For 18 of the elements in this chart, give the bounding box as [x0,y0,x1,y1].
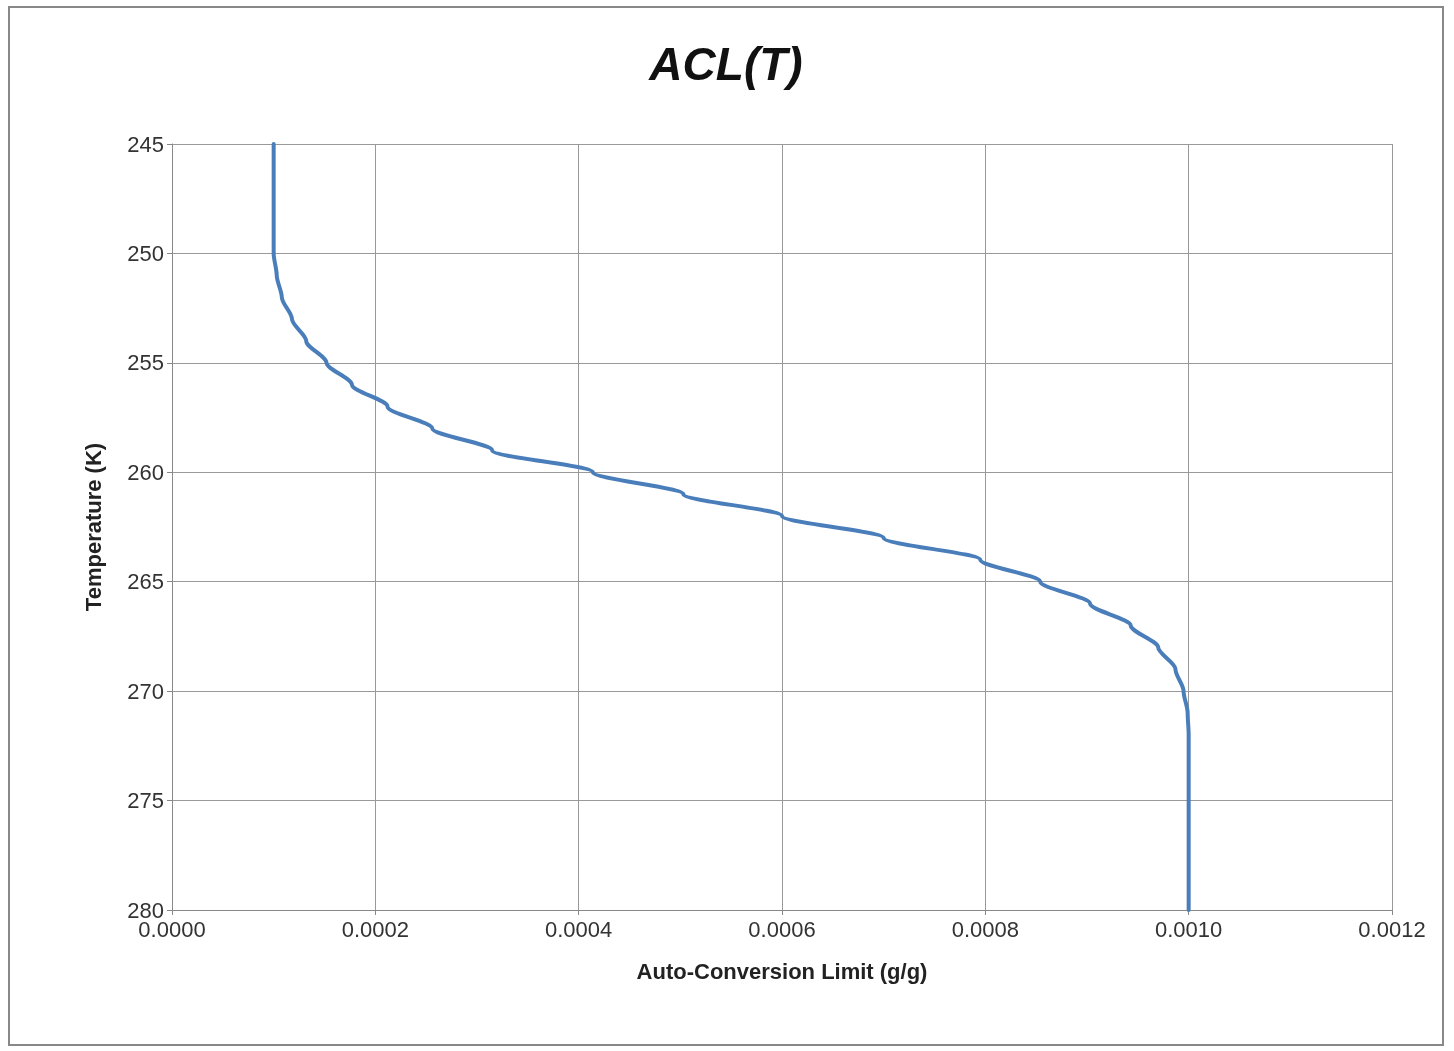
y-tick-label: 275 [127,788,164,814]
y-tick-label: 245 [127,131,164,157]
y-axis-title: Temperature (K) [80,442,106,612]
chart-title: ACL(T) [648,38,803,90]
x-tick-label: 0.0010 [1155,916,1223,942]
y-tick-label: 255 [127,350,164,376]
x-tick-label: 0.0012 [1358,916,1426,942]
y-tick-label: 250 [127,240,164,266]
x-axis-title: Auto-Conversion Limit (g/g) [636,958,928,984]
line-series [271,142,1191,912]
y-tick-label: 260 [127,459,164,485]
x-tick-label: 0.0004 [545,916,613,942]
y-tick-label: 270 [127,678,164,704]
x-tick-label: 0.0008 [951,916,1019,942]
x-tick-label: 0.0006 [748,916,816,942]
y-tick-label: 280 [127,897,164,923]
x-tick-label: 0.0002 [341,916,409,942]
y-tick-label: 265 [127,569,164,595]
